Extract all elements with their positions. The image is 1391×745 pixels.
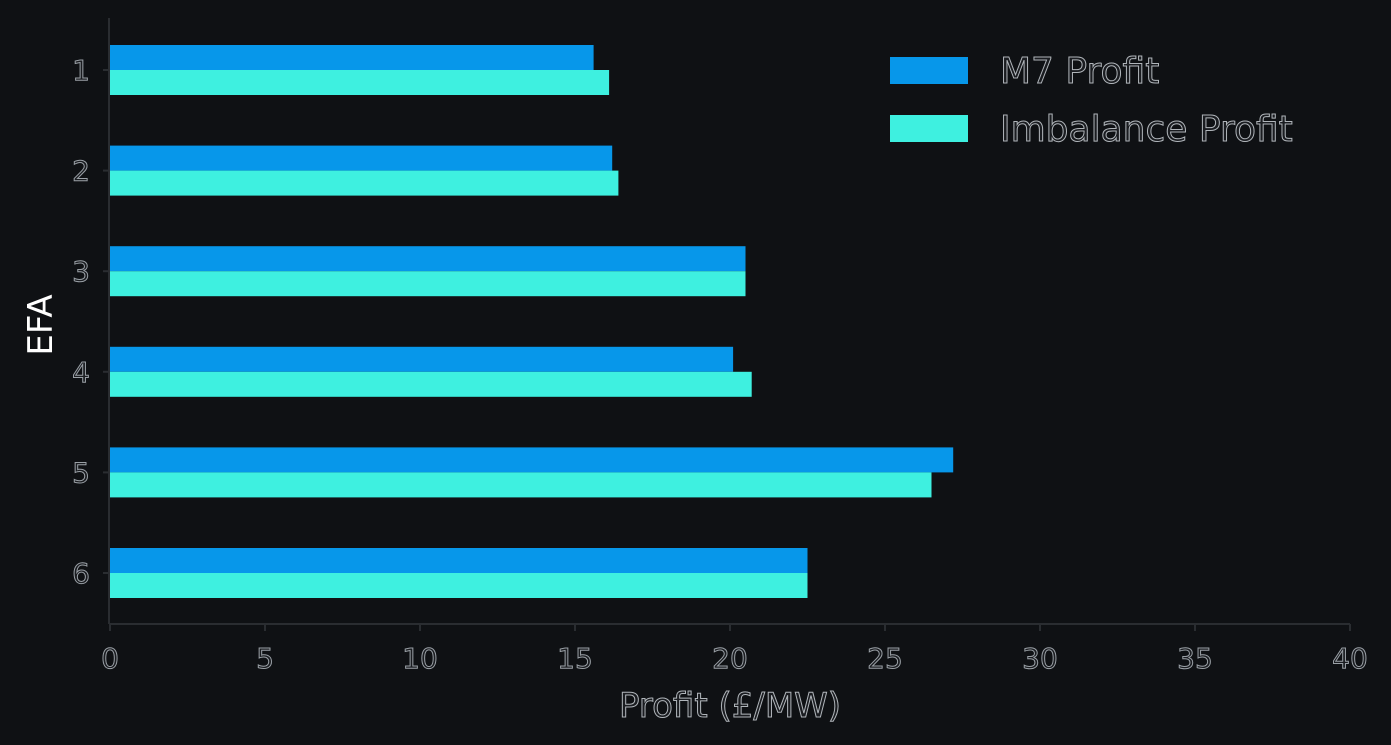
- y-tick-label: 6: [72, 557, 90, 590]
- bar-efa-3-m7: [110, 246, 746, 272]
- legend-label-imbalance: Imbalance Profit: [1000, 109, 1293, 150]
- y-tick-label: 1: [72, 54, 90, 87]
- bar-efa-2-m7: [110, 145, 613, 171]
- x-tick-label: 25: [867, 642, 903, 675]
- x-tick-labels: 0 5 10 15 20 25 30 35 40: [101, 624, 1368, 676]
- y-axis-title: EFA: [21, 294, 61, 355]
- bar-efa-6-imbalance: [110, 573, 808, 598]
- bar-efa-6-m7: [110, 548, 808, 573]
- y-tick-label: 4: [72, 356, 90, 389]
- bar-efa-2-imbalance: [110, 170, 619, 196]
- x-tick-label: 35: [1177, 642, 1213, 675]
- bar-efa-1-m7: [110, 45, 594, 70]
- bar-efa-5-m7: [110, 447, 954, 473]
- x-tick-label: 20: [712, 642, 748, 675]
- bar-efa-3-imbalance: [110, 271, 746, 297]
- x-tick-label: 15: [557, 642, 593, 675]
- x-tick-label: 10: [402, 642, 438, 675]
- x-tick-label: 0: [101, 642, 119, 675]
- legend-swatch-m7: [890, 57, 968, 84]
- bar-efa-4-m7: [110, 346, 734, 372]
- bar-efa-1-imbalance: [110, 70, 610, 95]
- x-axis-title: Profit (£/MW): [619, 686, 841, 726]
- y-tick-label: 3: [72, 255, 90, 288]
- y-tick-label: 2: [72, 155, 90, 188]
- x-tick-label: 30: [1022, 642, 1058, 675]
- legend-label-m7: M7 Profit: [1000, 51, 1159, 92]
- x-tick-label: 40: [1332, 642, 1368, 675]
- y-tick-labels: 1 2 3 4 5 6: [72, 54, 109, 591]
- x-tick-label: 5: [256, 642, 274, 675]
- bars-group: [110, 45, 954, 598]
- legend: M7 Profit Imbalance Profit: [890, 51, 1293, 151]
- legend-swatch-imbalance: [890, 115, 968, 142]
- bar-efa-5-imbalance: [110, 472, 932, 498]
- bar-efa-4-imbalance: [110, 371, 752, 397]
- y-tick-label: 5: [72, 456, 90, 489]
